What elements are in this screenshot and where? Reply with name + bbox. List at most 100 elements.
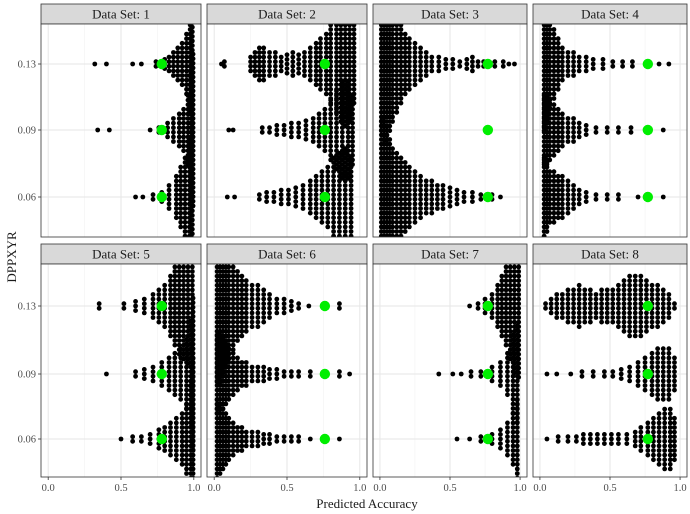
data-point	[470, 194, 475, 200]
data-point	[176, 273, 182, 279]
data-point	[655, 364, 661, 370]
data-point	[239, 292, 245, 297]
data-point	[342, 192, 348, 198]
data-point	[412, 178, 418, 184]
data-point	[478, 192, 484, 198]
data-point	[587, 301, 593, 307]
data-point	[173, 448, 179, 453]
data-point	[189, 217, 195, 223]
data-point	[627, 287, 633, 293]
data-point	[221, 63, 227, 69]
data-point	[259, 125, 265, 131]
data-point	[348, 219, 354, 225]
data-point	[547, 201, 553, 207]
data-point	[398, 31, 404, 37]
data-point	[181, 305, 187, 311]
data-point	[328, 111, 334, 117]
data-point	[402, 82, 408, 88]
data-point	[337, 196, 342, 202]
data-point	[226, 457, 232, 463]
data-point	[544, 224, 550, 230]
data-point	[338, 50, 344, 55]
data-point	[516, 278, 522, 284]
data-point	[512, 319, 517, 325]
data-point	[632, 282, 638, 288]
data-point	[189, 264, 195, 270]
data-point	[296, 438, 302, 444]
data-point	[672, 387, 677, 393]
data-point	[555, 45, 561, 51]
data-point	[181, 148, 187, 154]
data-point	[505, 364, 510, 370]
data-point	[351, 59, 357, 65]
data-point	[337, 173, 342, 179]
data-point	[350, 93, 355, 98]
data-point	[616, 441, 621, 446]
data-point	[551, 178, 557, 184]
data-point	[172, 373, 178, 379]
data-point	[587, 310, 593, 316]
data-point	[179, 411, 185, 417]
data-point	[328, 139, 334, 144]
data-point	[347, 31, 353, 37]
data-point	[467, 436, 473, 442]
data-point	[184, 461, 189, 467]
data-point	[594, 436, 600, 442]
data-point	[255, 282, 261, 288]
data-point	[182, 160, 188, 165]
data-point	[565, 296, 571, 302]
data-point	[235, 355, 240, 361]
data-point	[394, 91, 400, 97]
data-point	[498, 441, 503, 446]
data-point	[306, 303, 312, 309]
data-point	[342, 160, 348, 165]
data-point	[261, 45, 267, 51]
data-point	[394, 164, 400, 170]
data-point	[235, 301, 240, 307]
data-point	[666, 373, 672, 379]
data-point	[547, 125, 553, 131]
data-point	[235, 273, 240, 279]
data-point	[655, 387, 661, 393]
data-point	[337, 160, 342, 165]
data-point	[272, 68, 278, 74]
data-point	[307, 210, 313, 216]
data-point	[235, 269, 240, 274]
data-point	[168, 434, 173, 440]
data-point	[649, 292, 655, 297]
data-point	[503, 269, 509, 274]
data-point	[656, 61, 662, 67]
data-point	[600, 61, 606, 67]
data-point	[259, 129, 265, 135]
data-point	[672, 415, 677, 421]
data-point	[547, 210, 553, 216]
data-point	[293, 190, 299, 195]
data-point	[555, 68, 561, 74]
data-point	[406, 164, 412, 170]
data-point	[464, 66, 470, 71]
data-point	[162, 282, 168, 288]
data-point	[390, 59, 395, 65]
data-point	[331, 155, 336, 161]
data-point	[179, 420, 185, 426]
data-point	[582, 305, 588, 311]
x-axis-title: Predicted Accuracy	[316, 496, 418, 511]
data-point	[331, 164, 336, 170]
data-point	[249, 438, 255, 444]
data-point	[230, 434, 236, 440]
data-point	[394, 229, 400, 234]
data-point	[638, 443, 644, 449]
data-point	[645, 443, 651, 449]
data-point	[571, 139, 576, 144]
data-point	[171, 116, 176, 121]
data-point	[478, 438, 484, 444]
data-point	[447, 194, 453, 200]
highlight-point	[642, 433, 654, 445]
data-point	[339, 134, 345, 140]
data-point	[166, 54, 172, 60]
data-point	[402, 73, 408, 78]
data-point	[632, 324, 638, 330]
data-point	[351, 36, 357, 42]
data-point	[347, 45, 353, 51]
data-point	[516, 292, 522, 297]
